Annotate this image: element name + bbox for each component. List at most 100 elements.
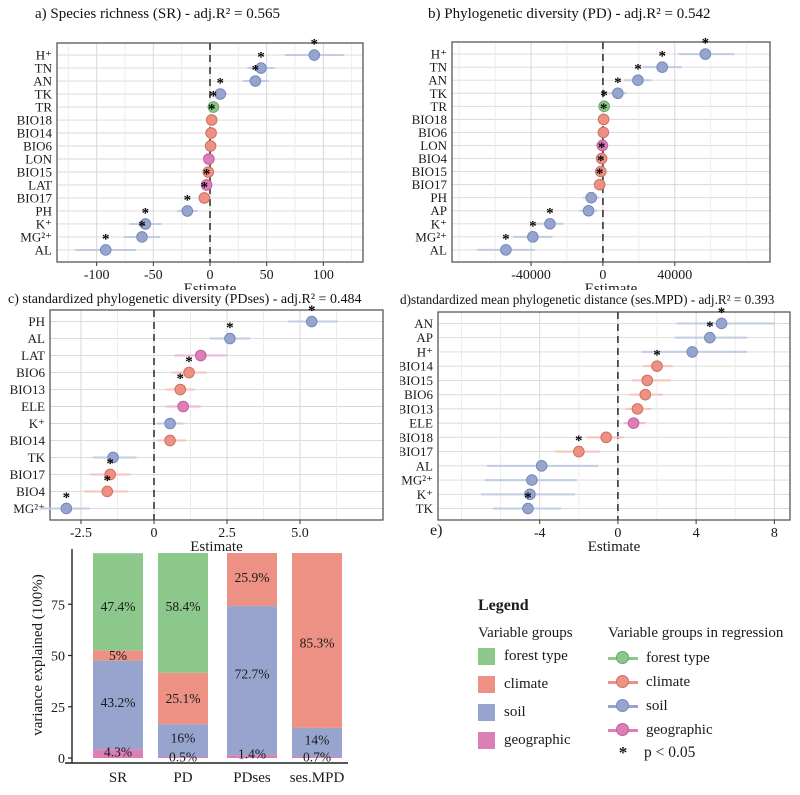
svg-text:TK: TK <box>430 86 448 101</box>
svg-text:0.5%: 0.5% <box>169 749 197 764</box>
svg-text:BIO15: BIO15 <box>400 373 433 388</box>
climate-point-marker-icon <box>608 674 638 690</box>
svg-text:*: * <box>184 192 192 208</box>
svg-text:*: * <box>216 76 224 92</box>
legend-groups-title: Variable groups <box>478 625 573 641</box>
svg-text:*: * <box>614 75 622 91</box>
svg-text:*: * <box>142 205 150 221</box>
svg-text:AN: AN <box>33 74 52 89</box>
legend-item-climate: climate <box>478 675 571 693</box>
legend-regression-item-geographic: geographic <box>608 721 713 739</box>
legend-item-label: geographic <box>504 731 571 748</box>
svg-text:*: * <box>311 37 319 53</box>
svg-text:LAT: LAT <box>28 177 52 192</box>
svg-text:ELE: ELE <box>409 416 433 431</box>
svg-text:PH: PH <box>430 190 447 205</box>
svg-text:H⁺: H⁺ <box>431 47 447 62</box>
svg-text:BIO4: BIO4 <box>418 151 447 166</box>
panel-variance-explained: 0 25 50 75 4.3% 0.5% 1.4% 0.7% 43.2% 16% 72.7% 14% 5… <box>30 545 450 790</box>
geographic-point-marker-icon <box>608 722 638 738</box>
svg-text:*: * <box>529 218 537 234</box>
svg-text:*: * <box>102 231 110 247</box>
svg-text:85.3%: 85.3% <box>300 636 335 651</box>
svg-text:*: * <box>702 36 710 52</box>
svg-text:BIO18: BIO18 <box>412 112 447 127</box>
svg-text:47.4%: 47.4% <box>101 599 136 614</box>
svg-text:BIO15: BIO15 <box>17 164 52 179</box>
climate-swatch-icon <box>478 675 495 693</box>
panel-ses-mpd: d)standardized mean phylogenetic distanc… <box>398 290 800 555</box>
svg-text:40000: 40000 <box>657 268 692 283</box>
svg-text:8: 8 <box>771 526 778 541</box>
significance-label: p < 0.05 <box>644 744 696 761</box>
svg-text:*: * <box>600 101 608 117</box>
svg-text:BIO6: BIO6 <box>16 365 45 380</box>
geographic-swatch-icon <box>478 731 495 749</box>
svg-text:MG²⁺: MG²⁺ <box>13 501 45 516</box>
svg-text:*: * <box>63 490 71 506</box>
svg-text:TN: TN <box>35 61 53 76</box>
svg-text:H⁺: H⁺ <box>417 344 433 359</box>
svg-text:-4: -4 <box>534 526 546 541</box>
svg-text:25.9%: 25.9% <box>235 570 270 585</box>
svg-text:BIO17: BIO17 <box>10 467 46 482</box>
svg-text:72.7%: 72.7% <box>235 666 270 681</box>
svg-text:BIO6: BIO6 <box>404 387 433 402</box>
soil-point-marker-icon <box>608 698 638 714</box>
svg-text:AP: AP <box>416 330 433 345</box>
panel-pdses: c) standardized phylogenetic diversity (… <box>0 290 420 555</box>
svg-text:LON: LON <box>25 151 52 166</box>
svg-text:58.4%: 58.4% <box>166 599 201 614</box>
svg-text:H⁺: H⁺ <box>36 48 52 63</box>
forest-type-swatch-icon <box>478 647 495 665</box>
legend-title: Legend <box>478 597 529 614</box>
svg-text:*: * <box>257 50 265 66</box>
svg-text:0: 0 <box>150 526 157 541</box>
significance-note: * p < 0.05 <box>610 743 696 763</box>
svg-text:BIO18: BIO18 <box>17 113 52 128</box>
legend-item-label: geographic <box>646 721 713 738</box>
svg-text:0: 0 <box>207 268 214 283</box>
svg-text:-100: -100 <box>84 268 110 283</box>
svg-text:5%: 5% <box>109 648 127 663</box>
legend-item-label: forest type <box>504 647 568 664</box>
forest-plot-pdses: -2.5 0 2.5 5.0 PH * AL * LAT BIO6 * BIO13 * ELE K⁺ BIO1… <box>10 303 384 555</box>
svg-text:Estimate: Estimate <box>184 281 237 290</box>
panel-e-label: e) <box>430 522 443 539</box>
panel-phylogenetic-diversity: b) Phylogenetic diversity (PD) - adj.R² … <box>400 0 800 297</box>
svg-text:25: 25 <box>51 701 65 716</box>
svg-text:BIO14: BIO14 <box>400 359 433 374</box>
svg-text:Estimate: Estimate <box>585 281 638 290</box>
svg-text:*: * <box>226 320 234 336</box>
svg-text:ELE: ELE <box>21 399 45 414</box>
svg-text:AP: AP <box>430 203 447 218</box>
svg-text:MG²⁺: MG²⁺ <box>415 229 447 244</box>
svg-text:*: * <box>546 205 554 221</box>
legend-item-label: climate <box>646 673 691 690</box>
panel-a-title: a) Species richness (SR) - adj.R² = 0.56… <box>35 6 280 22</box>
svg-text:14%: 14% <box>305 732 330 747</box>
svg-text:PH: PH <box>28 314 45 329</box>
svg-text:LAT: LAT <box>21 348 45 363</box>
svg-text:K⁺: K⁺ <box>431 216 447 231</box>
svg-text:*: * <box>634 62 642 78</box>
svg-text:50: 50 <box>51 650 65 665</box>
svg-text:2.5: 2.5 <box>218 526 236 541</box>
svg-text:TR: TR <box>35 100 52 115</box>
legend-swatch-list: forest type climate soil geographic <box>478 647 571 759</box>
svg-text:MG²⁺: MG²⁺ <box>401 473 433 488</box>
svg-text:BIO15: BIO15 <box>412 164 447 179</box>
svg-text:*: * <box>208 102 216 118</box>
stacked-bar-variance-explained: 0 25 50 75 4.3% 0.5% 1.4% 0.7% 43.2% 16% 72.7% 14% 5… <box>30 549 348 786</box>
svg-text:4.3%: 4.3% <box>104 744 132 759</box>
svg-text:*: * <box>210 89 218 105</box>
svg-text:Estimate: Estimate <box>588 539 641 555</box>
svg-text:BIO17: BIO17 <box>17 190 53 205</box>
svg-text:SR: SR <box>109 770 127 786</box>
panel-d-title: d)standardized mean phylogenetic distanc… <box>400 292 775 307</box>
svg-text:AL: AL <box>430 242 447 257</box>
legend-regression-title: Variable groups in regression <box>608 625 784 641</box>
forest-type-point-marker-icon <box>608 650 638 666</box>
svg-text:*: * <box>598 140 606 156</box>
